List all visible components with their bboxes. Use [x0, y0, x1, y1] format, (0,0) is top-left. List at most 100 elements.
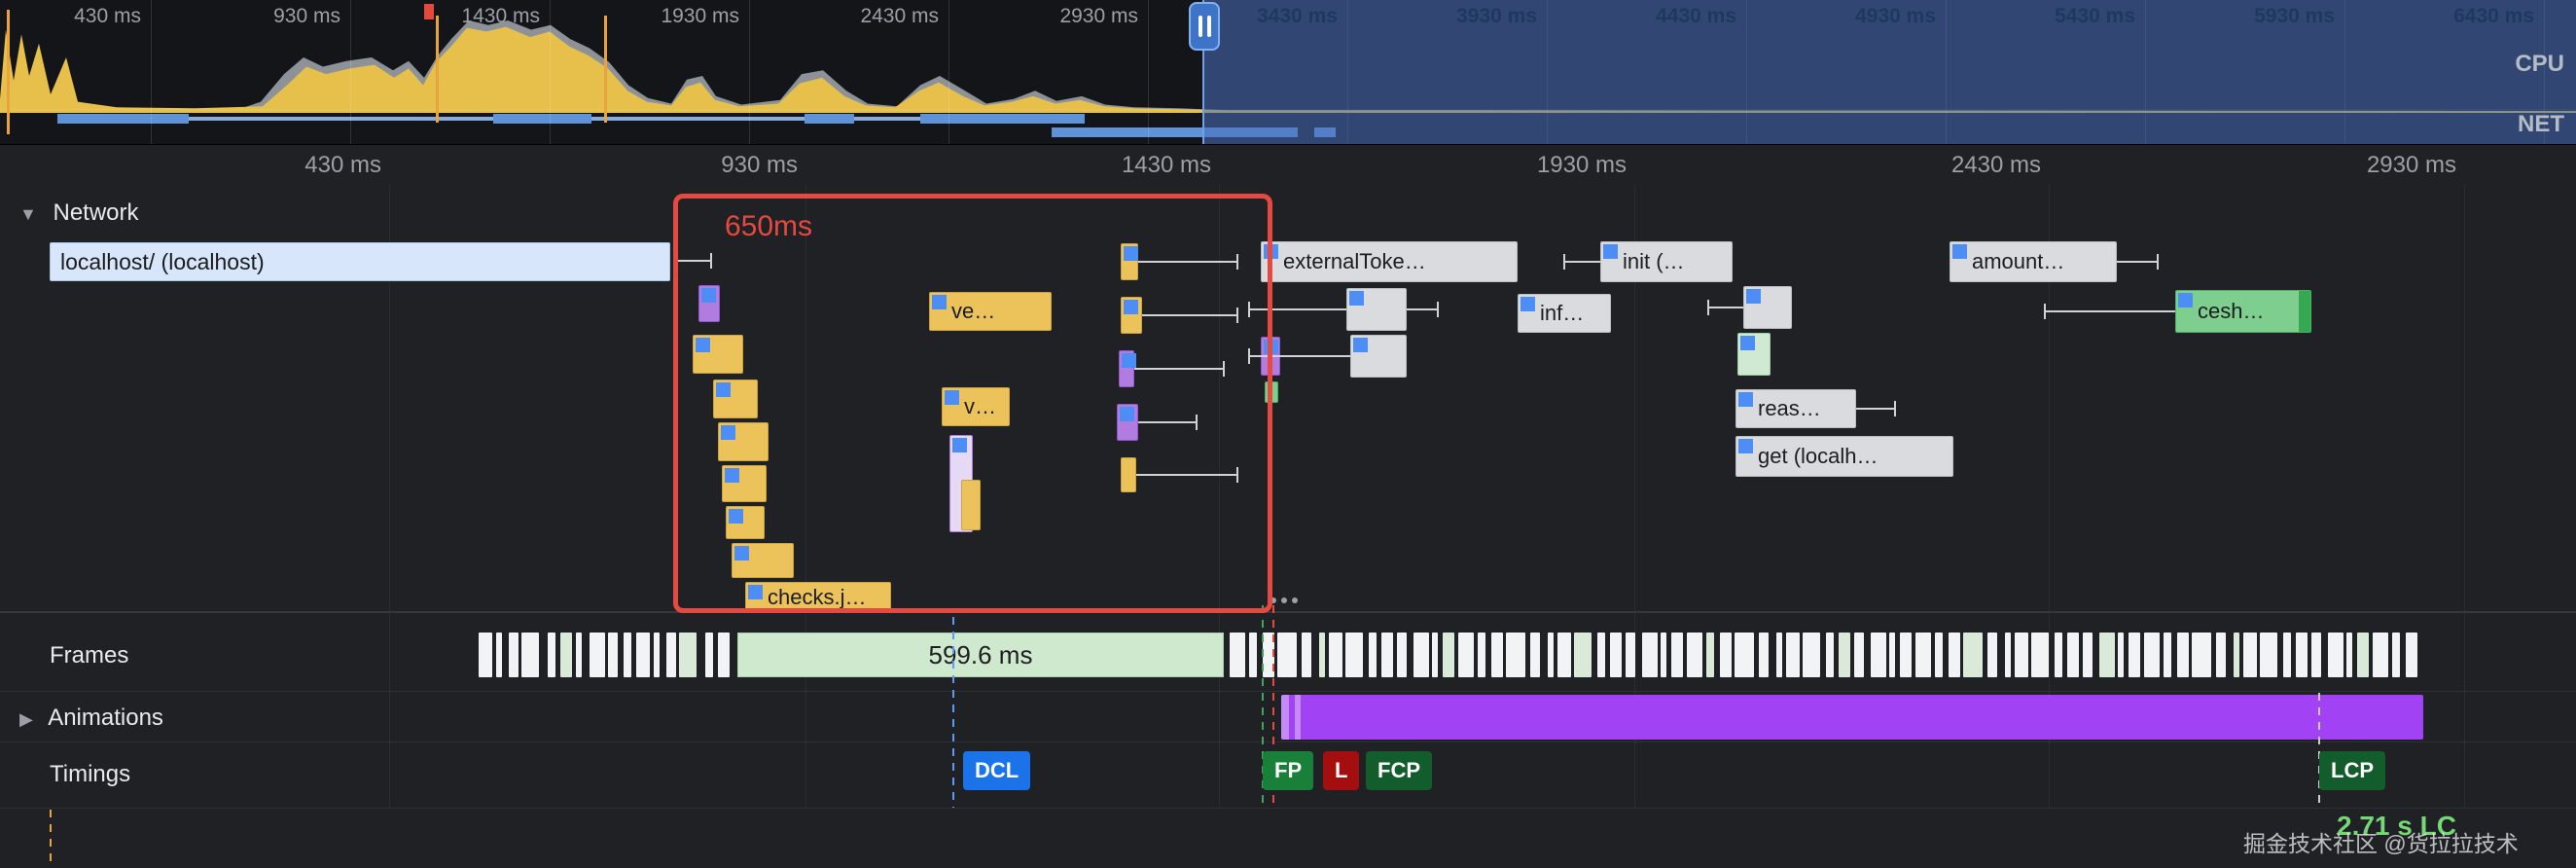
- frame-bar[interactable]: [1597, 633, 1605, 677]
- frame-bar[interactable]: [1491, 633, 1503, 677]
- frame-bar[interactable]: [2328, 633, 2343, 677]
- frame-bar[interactable]: [1548, 633, 1554, 677]
- frame-bar[interactable]: [1277, 633, 1297, 677]
- frame-bar[interactable]: [1413, 633, 1429, 677]
- frame-bar[interactable]: [1776, 633, 1782, 677]
- overview-window-handle[interactable]: [1189, 2, 1220, 51]
- timing-marker-l[interactable]: L: [1323, 751, 1360, 790]
- network-request-bar[interactable]: [1117, 404, 1138, 441]
- frame-bar[interactable]: [521, 633, 539, 677]
- frame-bar[interactable]: [1557, 633, 1571, 677]
- frame-bar[interactable]: [2260, 633, 2277, 677]
- network-request-bar[interactable]: [961, 480, 981, 530]
- network-request-bar[interactable]: cesh…: [2175, 290, 2311, 333]
- frame-bar[interactable]: [2392, 633, 2400, 677]
- frame-bar[interactable]: [2067, 633, 2079, 677]
- frame-bar[interactable]: [2216, 633, 2226, 677]
- frame-bar[interactable]: [2357, 633, 2369, 677]
- timing-marker-fcp[interactable]: FCP: [1366, 751, 1432, 790]
- network-request-bar[interactable]: checks.j…: [745, 582, 891, 613]
- frame-bar[interactable]: [509, 633, 519, 677]
- frame-bar[interactable]: [1230, 633, 1245, 677]
- network-request-bar[interactable]: [718, 422, 769, 461]
- frame-bar[interactable]: [1759, 633, 1769, 677]
- network-request-bar[interactable]: [1265, 381, 1278, 403]
- frame-bar[interactable]: [1720, 633, 1732, 677]
- frame-bar[interactable]: [2192, 633, 2211, 677]
- frame-bar[interactable]: [1263, 633, 1274, 677]
- frame-bar[interactable]: [636, 633, 650, 677]
- frame-bar[interactable]: [1935, 633, 1943, 677]
- frame-bar[interactable]: [666, 633, 676, 677]
- network-request-bar[interactable]: [1119, 350, 1136, 387]
- frame-bar[interactable]: [1506, 633, 1525, 677]
- frame-bar[interactable]: [1443, 633, 1454, 677]
- frame-bar[interactable]: [1889, 633, 1895, 677]
- frame-bar[interactable]: [576, 633, 582, 677]
- frame-bar[interactable]: [1826, 633, 1834, 677]
- network-section-header[interactable]: ▼ Network: [19, 199, 139, 227]
- frame-bar[interactable]: [1735, 633, 1754, 677]
- frame-bar[interactable]: [2346, 633, 2352, 677]
- frame-bar[interactable]: [1854, 633, 1864, 677]
- frame-bar[interactable]: [2296, 633, 2308, 677]
- frame-bar[interactable]: [1458, 633, 1474, 677]
- animation-track-bar[interactable]: [1281, 695, 2423, 740]
- frame-bar[interactable]: [1432, 633, 1438, 677]
- frame-bar[interactable]: [1319, 633, 1325, 677]
- network-request-bar[interactable]: reas…: [1735, 389, 1856, 428]
- frame-bar[interactable]: [1478, 633, 1485, 677]
- frame-bar[interactable]: [2311, 633, 2321, 677]
- network-request-bar[interactable]: get (localh…: [1735, 436, 1953, 477]
- frame-bar[interactable]: [1987, 633, 1997, 677]
- frame-bar[interactable]: [1839, 633, 1850, 677]
- frame-bar[interactable]: [1610, 633, 1622, 677]
- frame-bar[interactable]: [2243, 633, 2257, 677]
- frame-bar[interactable]: [1687, 633, 1702, 677]
- frame-bar[interactable]: [1302, 633, 1311, 677]
- frame-bar[interactable]: [2373, 633, 2388, 677]
- timing-marker-fp[interactable]: FP: [1263, 751, 1314, 790]
- frame-bar[interactable]: [1329, 633, 1342, 677]
- frame-bar[interactable]: [2005, 633, 2011, 677]
- frame-bar[interactable]: [1661, 633, 1666, 677]
- network-request-bar[interactable]: [713, 380, 758, 418]
- frame-bar[interactable]: [1626, 633, 1635, 677]
- network-request-bar[interactable]: [698, 285, 720, 322]
- frame-bar[interactable]: [496, 633, 502, 677]
- long-frame-bar[interactable]: 599.6 ms: [737, 633, 1224, 677]
- frame-bar[interactable]: [608, 633, 618, 677]
- frame-bar[interactable]: [1574, 633, 1592, 677]
- frame-bar[interactable]: [2083, 633, 2093, 677]
- frame-bar[interactable]: [2129, 633, 2140, 677]
- pane-resize-handle[interactable]: [1270, 597, 1276, 603]
- frame-bar[interactable]: [2118, 633, 2124, 677]
- frame-bar[interactable]: [1900, 633, 1912, 677]
- frame-bar[interactable]: [654, 633, 660, 677]
- frame-bar[interactable]: [1381, 633, 1393, 677]
- network-request-bar[interactable]: [1350, 335, 1407, 378]
- network-request-bar[interactable]: v…: [942, 387, 1010, 426]
- frame-bar[interactable]: [2283, 633, 2291, 677]
- network-request-bar[interactable]: [1121, 457, 1136, 492]
- frame-bar[interactable]: [2015, 633, 2028, 677]
- frame-bar[interactable]: [624, 633, 631, 677]
- timing-marker-dcl[interactable]: DCL: [963, 751, 1031, 790]
- frame-bar[interactable]: [2055, 633, 2062, 677]
- frame-bar[interactable]: [1642, 633, 1658, 677]
- frame-bar[interactable]: [2099, 633, 2115, 677]
- frame-bar[interactable]: [1915, 633, 1931, 677]
- frame-bar[interactable]: [1803, 633, 1820, 677]
- network-request-bar[interactable]: [722, 465, 767, 502]
- network-request-bar[interactable]: [1121, 243, 1138, 280]
- frame-bar[interactable]: [560, 633, 572, 677]
- network-request-bar[interactable]: inf…: [1518, 294, 1611, 333]
- network-request-bar[interactable]: [726, 506, 765, 539]
- frame-bar[interactable]: [1786, 633, 1800, 677]
- animations-section-header[interactable]: ▶ Animations: [19, 705, 163, 732]
- network-request-bar[interactable]: init (…: [1600, 241, 1733, 282]
- frame-bar[interactable]: [1249, 633, 1257, 677]
- network-request-bar[interactable]: [1737, 333, 1771, 376]
- network-request-bar[interactable]: [1121, 297, 1142, 334]
- frame-bar[interactable]: [2177, 633, 2189, 677]
